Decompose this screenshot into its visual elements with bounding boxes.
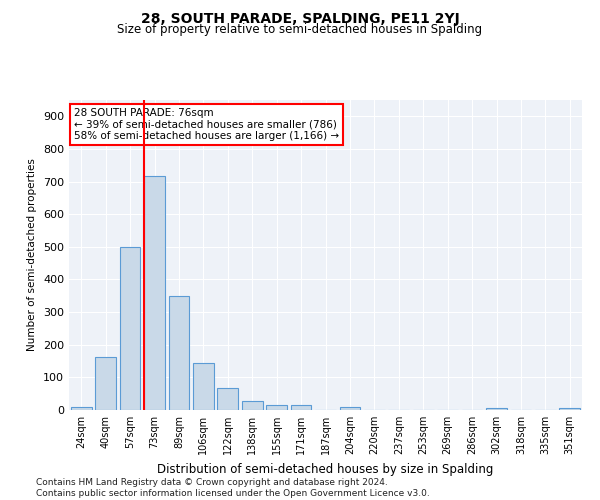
Bar [340, 408, 361, 410]
Text: Size of property relative to semi-detached houses in Spalding: Size of property relative to semi-detach… [118, 24, 482, 36]
Bar [217, 388, 238, 410]
Bar [266, 405, 287, 410]
Text: Contains HM Land Registry data © Crown copyright and database right 2024.
Contai: Contains HM Land Registry data © Crown c… [36, 478, 430, 498]
Bar [290, 406, 311, 410]
Bar [144, 176, 165, 410]
Y-axis label: Number of semi-detached properties: Number of semi-detached properties [28, 158, 37, 352]
Bar [95, 357, 116, 410]
Bar [169, 296, 190, 410]
Bar [559, 408, 580, 410]
Bar [242, 401, 263, 410]
X-axis label: Distribution of semi-detached houses by size in Spalding: Distribution of semi-detached houses by … [157, 462, 494, 475]
Bar [71, 408, 92, 410]
Bar [119, 247, 140, 410]
Bar [193, 362, 214, 410]
Text: 28, SOUTH PARADE, SPALDING, PE11 2YJ: 28, SOUTH PARADE, SPALDING, PE11 2YJ [140, 12, 460, 26]
Bar [486, 408, 507, 410]
Text: 28 SOUTH PARADE: 76sqm
← 39% of semi-detached houses are smaller (786)
58% of se: 28 SOUTH PARADE: 76sqm ← 39% of semi-det… [74, 108, 339, 141]
